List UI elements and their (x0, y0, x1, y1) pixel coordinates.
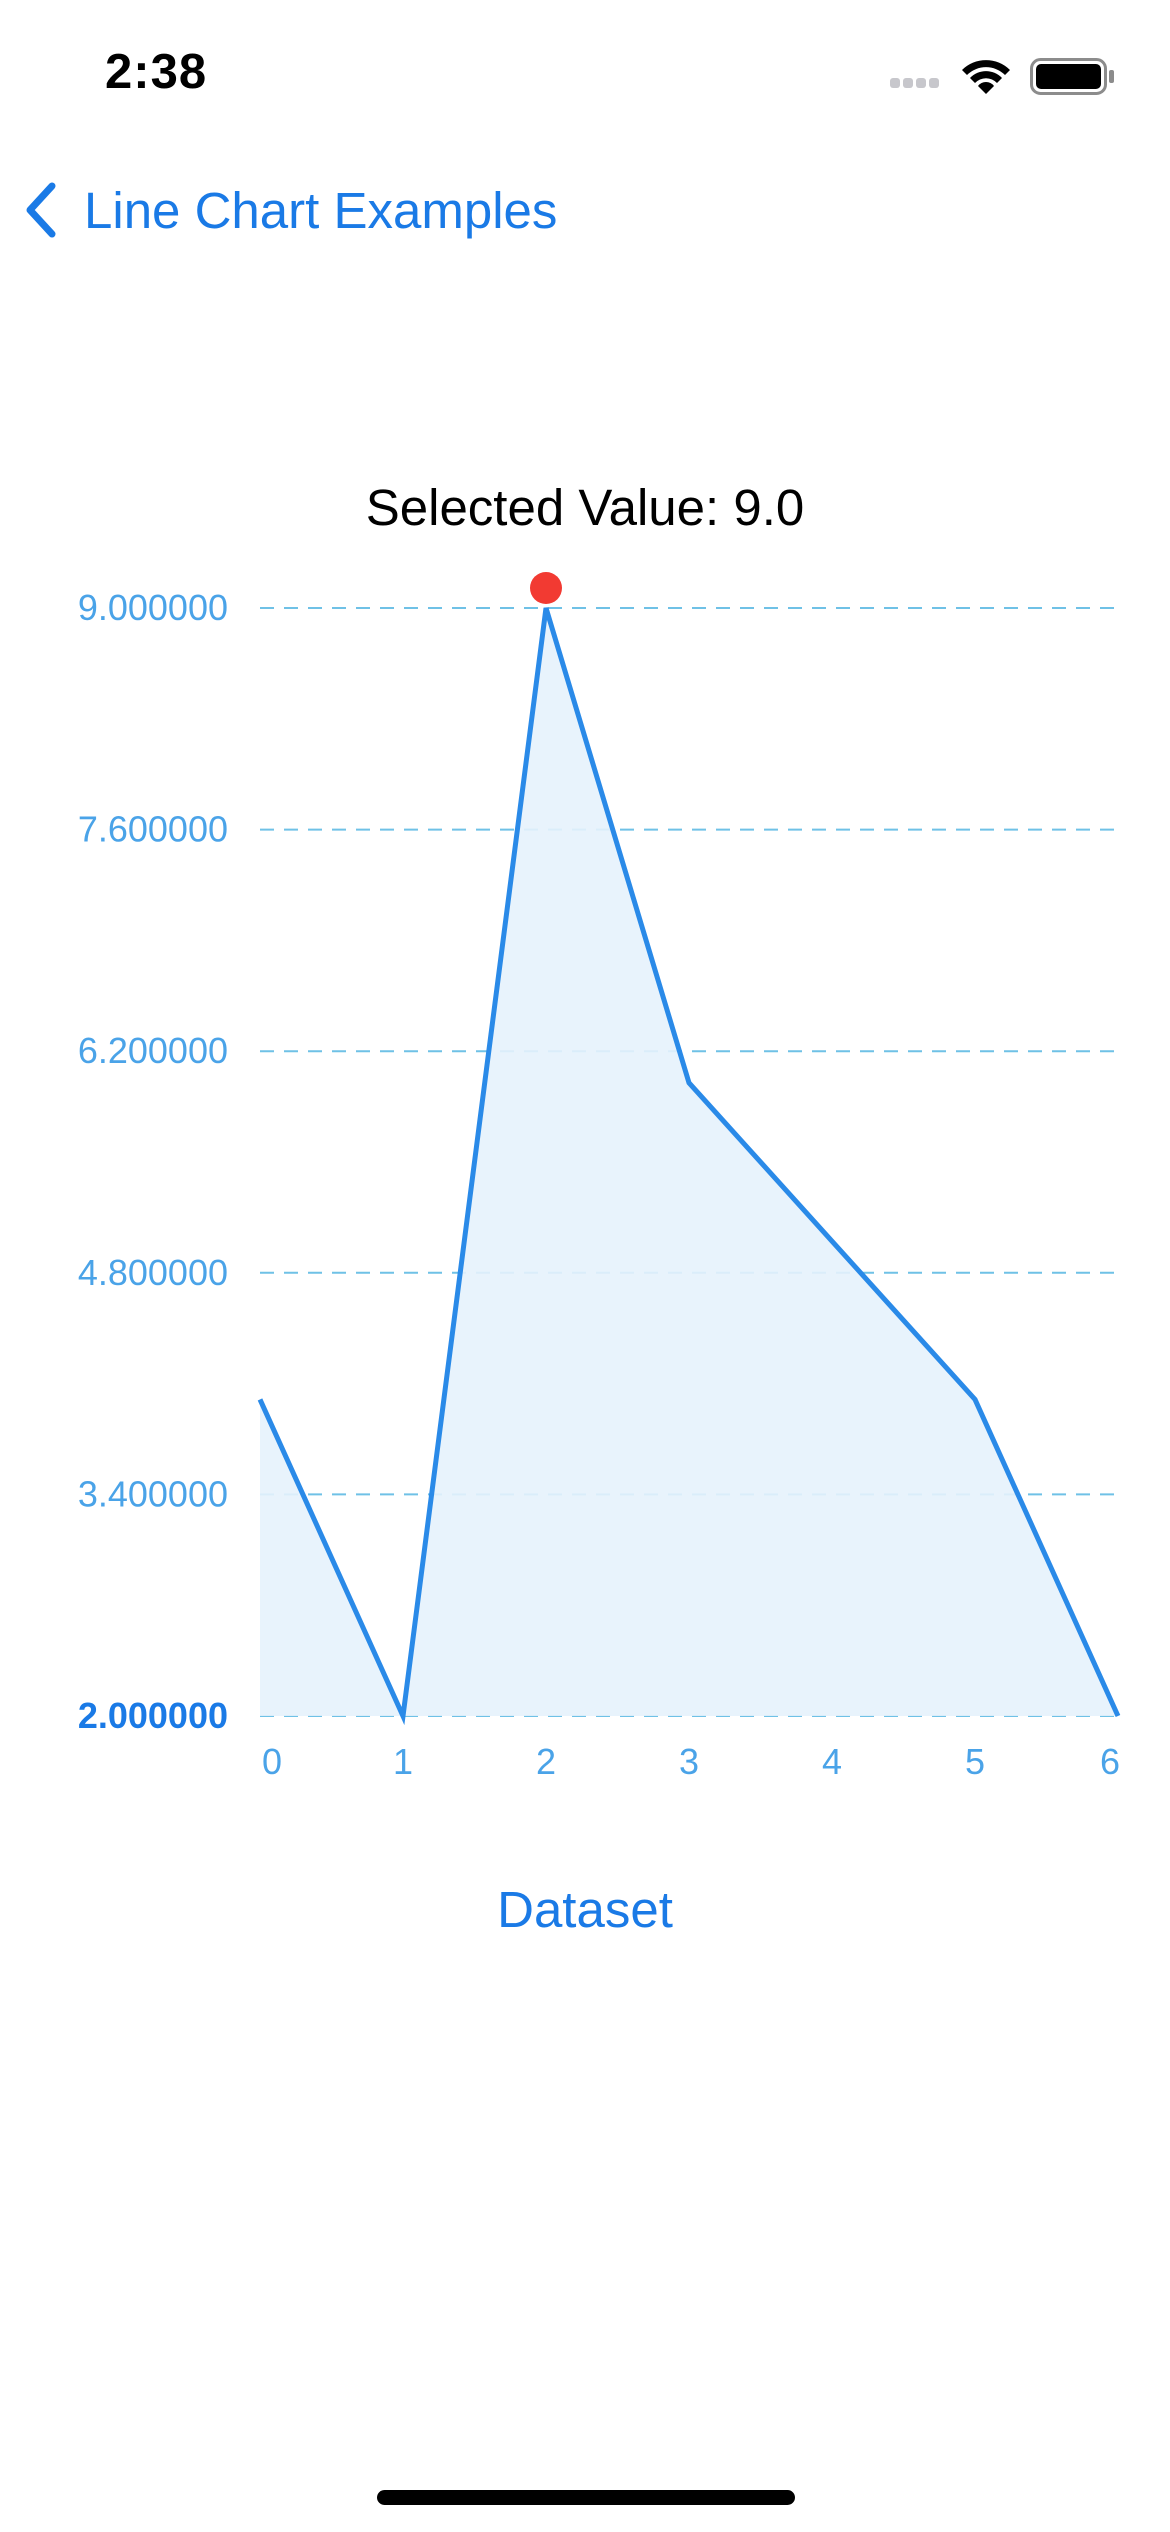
status-time: 2:38 (105, 45, 208, 99)
y-tick-label: 6.200000 (78, 1030, 228, 1071)
chart-area (260, 608, 1118, 1716)
selected-value-label: Selected Value: 9.0 (365, 479, 805, 536)
data-point[interactable] (816, 1225, 848, 1257)
data-point[interactable] (244, 1383, 276, 1415)
series-line (257, 607, 1121, 1726)
chart-points (244, 572, 1134, 1732)
line-chart[interactable]: 9.000000 7.600000 6.200000 4.800000 3.400000… (0, 560, 1170, 1810)
data-point[interactable] (1102, 1700, 1134, 1732)
status-bar: 2:38 (0, 0, 1170, 150)
line-chart-container[interactable]: 9.000000 7.600000 6.200000 4.800000 3.400000… (0, 560, 1170, 1810)
battery-icon (1030, 58, 1114, 95)
y-tick-label: 3.400000 (78, 1473, 228, 1514)
x-tick-label: 5 (965, 1741, 985, 1782)
x-tick-label: 1 (393, 1741, 413, 1782)
area-fill (260, 608, 1118, 1716)
wifi-icon (962, 60, 1010, 94)
y-tick-label: 7.600000 (78, 809, 228, 850)
data-point[interactable] (959, 1383, 991, 1415)
x-axis-labels: 0 1 2 3 4 5 6 (262, 1741, 1120, 1782)
x-tick-label: 0 (262, 1741, 282, 1782)
x-tick-label: 6 (1100, 1741, 1120, 1782)
data-point[interactable] (387, 1700, 419, 1732)
chart-line (257, 607, 1121, 1726)
y-tick-label: 9.000000 (78, 587, 228, 628)
y-tick-label: 2.000000 (78, 1695, 228, 1736)
back-button[interactable]: Line Chart Examples (22, 176, 557, 244)
cellular-signal-icon (890, 78, 939, 88)
data-point[interactable] (673, 1067, 705, 1099)
back-button-label: Line Chart Examples (84, 181, 558, 239)
chevron-left-icon (26, 182, 56, 238)
x-tick-label: 3 (679, 1741, 699, 1782)
dataset-button[interactable]: Dataset (497, 1881, 673, 1938)
selected-point[interactable] (530, 572, 562, 604)
navigation-bar: Line Chart Examples (0, 150, 1170, 270)
y-tick-label: 4.800000 (78, 1252, 228, 1293)
x-tick-label: 4 (822, 1741, 842, 1782)
home-indicator (377, 2490, 795, 2505)
x-tick-label: 2 (536, 1741, 556, 1782)
status-icons (890, 58, 1114, 95)
y-axis-labels: 9.000000 7.600000 6.200000 4.800000 3.400000… (78, 587, 228, 1736)
